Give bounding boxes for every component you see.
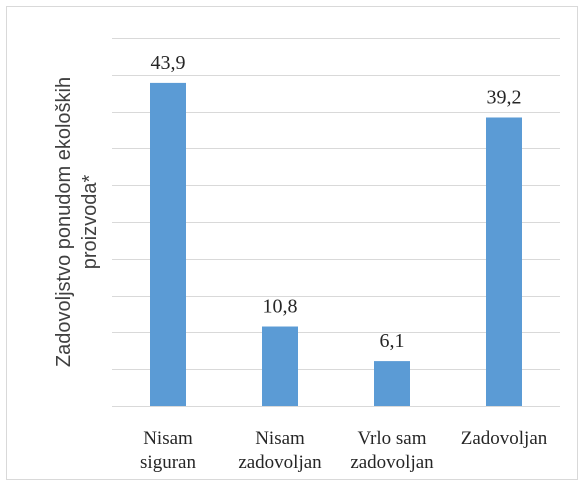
bars [150, 82, 522, 407]
category-label: Vrlo sam zadovoljan [350, 428, 434, 473]
data-label: 10,8 [263, 296, 298, 318]
bar [486, 117, 522, 406]
bar [150, 82, 186, 407]
category-label: Zadovoljan [461, 428, 548, 449]
data-labels: 43,9 10,8 6,1 39,2 [151, 52, 522, 352]
category-label: Nisam zadovoljan [238, 428, 322, 473]
bar [374, 361, 410, 406]
gridlines [112, 38, 560, 407]
data-label: 43,9 [151, 52, 186, 74]
data-label: 6,1 [380, 330, 405, 352]
bar [262, 326, 298, 406]
data-label: 39,2 [487, 86, 522, 108]
category-label: Nisam siguran [140, 428, 196, 473]
category-labels: Nisam siguran Nisam zadovoljan Vrlo sam zadov… [140, 428, 548, 473]
y-axis-title: Zadovoljstvo ponudom ekoloških proizvoda* [53, 77, 101, 367]
